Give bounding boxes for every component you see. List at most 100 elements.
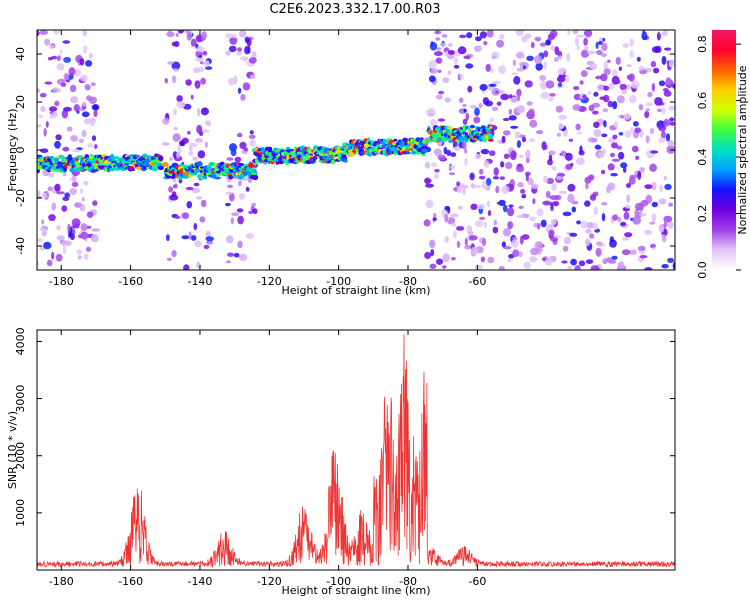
signal-cell bbox=[276, 147, 281, 153]
noise-cell bbox=[61, 109, 69, 119]
noise-cell bbox=[607, 100, 614, 108]
noise-cell bbox=[590, 63, 598, 70]
noise-cell bbox=[492, 226, 499, 234]
noise-cell bbox=[428, 60, 437, 69]
noise-cell bbox=[37, 124, 42, 128]
noise-cell bbox=[530, 41, 535, 49]
noise-cell bbox=[479, 168, 484, 175]
signal-cell bbox=[488, 125, 493, 129]
noise-cell bbox=[637, 170, 642, 180]
noise-cell bbox=[458, 97, 464, 103]
snr-y-tick-label: 1000 bbox=[14, 499, 27, 527]
noise-cell bbox=[185, 186, 194, 191]
colorbar: 0.0 0.2 0.4 0.6 0.8 Normalized spectral ampl… bbox=[696, 30, 749, 279]
noise-cell bbox=[443, 146, 448, 155]
noise-cell bbox=[456, 240, 461, 248]
noise-cell bbox=[600, 53, 607, 58]
noise-cell bbox=[607, 59, 611, 63]
noise-cell bbox=[576, 45, 581, 50]
noise-cell bbox=[510, 96, 519, 103]
noise-cell bbox=[514, 131, 521, 139]
noise-cell bbox=[49, 114, 56, 119]
noise-cell bbox=[611, 75, 620, 85]
noise-cell bbox=[204, 141, 208, 148]
noise-cell bbox=[561, 260, 568, 264]
noise-cell bbox=[608, 82, 615, 90]
noise-cell bbox=[654, 97, 663, 106]
noise-cell bbox=[541, 141, 547, 151]
noise-cell bbox=[69, 84, 77, 93]
noise-cell bbox=[672, 261, 675, 270]
noise-cell bbox=[545, 190, 551, 199]
noise-cell bbox=[78, 138, 84, 143]
signal-cell bbox=[312, 156, 318, 161]
noise-cell bbox=[530, 247, 539, 256]
noise-cell bbox=[488, 83, 497, 87]
noise-cell bbox=[227, 184, 234, 188]
noise-cell bbox=[37, 30, 40, 36]
noise-cell bbox=[515, 51, 525, 59]
noise-cell bbox=[63, 56, 71, 63]
noise-cell bbox=[94, 144, 98, 149]
noise-cell bbox=[602, 148, 606, 154]
signal-cell bbox=[480, 125, 486, 129]
noise-cell bbox=[188, 142, 198, 148]
noise-cell bbox=[48, 172, 55, 178]
signal-cell bbox=[75, 158, 79, 162]
noise-cell bbox=[474, 45, 482, 52]
noise-cell bbox=[575, 37, 580, 46]
noise-cell bbox=[511, 239, 519, 248]
noise-cell bbox=[53, 30, 60, 35]
noise-cell bbox=[191, 188, 201, 194]
noise-cell bbox=[668, 59, 675, 68]
noise-cell bbox=[239, 30, 247, 38]
noise-cell bbox=[90, 82, 96, 87]
noise-cell bbox=[536, 130, 544, 135]
noise-cell bbox=[470, 203, 478, 211]
noise-cell bbox=[169, 194, 179, 201]
noise-cell bbox=[463, 108, 467, 113]
noise-cell bbox=[501, 135, 506, 144]
noise-cell bbox=[190, 235, 197, 241]
noise-cell bbox=[669, 117, 675, 122]
noise-cell bbox=[620, 162, 628, 169]
spectrogram-x-tick-label: -160 bbox=[118, 275, 143, 288]
noise-cell bbox=[246, 37, 252, 47]
signal-cell bbox=[156, 162, 163, 166]
noise-cell bbox=[502, 204, 508, 213]
noise-cell bbox=[515, 30, 524, 36]
noise-cell bbox=[596, 241, 603, 246]
spectrogram-y-tick-label: 20 bbox=[14, 95, 27, 109]
noise-cell bbox=[601, 212, 606, 222]
noise-cell bbox=[517, 182, 524, 188]
noise-cell bbox=[663, 218, 668, 227]
noise-cell bbox=[638, 65, 645, 71]
noise-cell bbox=[425, 199, 434, 209]
noise-cell bbox=[645, 135, 650, 144]
noise-cell bbox=[233, 252, 240, 258]
noise-cell bbox=[469, 172, 475, 181]
snr-x-tick-label: -180 bbox=[49, 575, 74, 588]
signal-cell bbox=[402, 146, 406, 152]
noise-cell bbox=[508, 115, 517, 121]
colorbar-label: Normalized spectral amplitude bbox=[736, 65, 749, 234]
noise-cell bbox=[84, 84, 91, 91]
noise-cell bbox=[245, 186, 250, 192]
noise-cell bbox=[486, 177, 492, 186]
noise-cell bbox=[429, 239, 436, 249]
noise-cell bbox=[539, 75, 547, 81]
signal-cell bbox=[87, 168, 91, 172]
noise-cell bbox=[621, 89, 628, 95]
signal-cell bbox=[130, 167, 135, 172]
noise-cell bbox=[83, 253, 89, 260]
noise-cell bbox=[589, 233, 595, 239]
noise-cell bbox=[40, 148, 49, 153]
noise-cell bbox=[610, 173, 618, 177]
noise-cell bbox=[76, 249, 83, 255]
noise-cell bbox=[486, 30, 494, 38]
signal-cell bbox=[458, 136, 466, 140]
noise-cell bbox=[661, 107, 666, 115]
noise-cell bbox=[203, 60, 210, 67]
noise-cell bbox=[630, 126, 634, 134]
signal-cell bbox=[343, 156, 348, 160]
